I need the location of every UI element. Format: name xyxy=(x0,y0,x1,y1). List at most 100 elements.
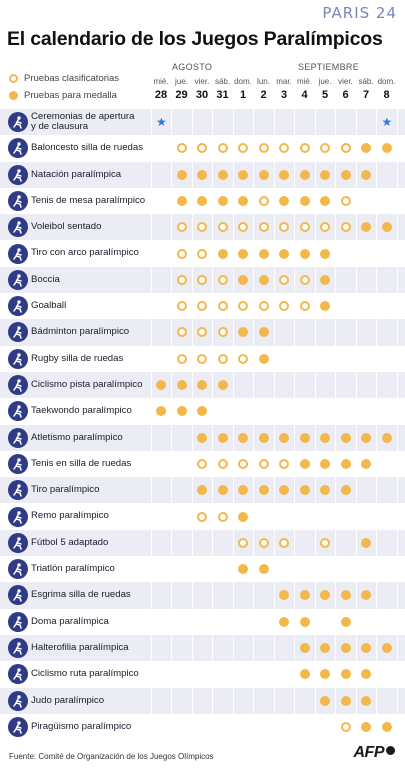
qualifying-event-marker xyxy=(320,222,330,233)
qualifying-event-marker xyxy=(197,274,207,285)
sport-row: Baloncesto silla de ruedas xyxy=(0,135,405,161)
medal-event-marker xyxy=(361,590,371,601)
medal-event-marker xyxy=(340,590,351,601)
medal-event-marker xyxy=(299,248,310,259)
qualifying-event-marker xyxy=(238,222,248,233)
sport-row: Tenis en silla de ruedas xyxy=(0,451,405,477)
medal-event-marker xyxy=(320,695,330,706)
qualifying-event-marker xyxy=(320,537,330,548)
medal-event-marker xyxy=(258,169,269,180)
medal-event-marker xyxy=(197,380,207,390)
medal-event-marker xyxy=(217,432,228,443)
medal-event-marker xyxy=(197,406,207,417)
sport-name: Tiro paralímpico xyxy=(31,484,100,496)
medal-event-marker xyxy=(217,248,228,259)
day-number-label: 28 xyxy=(154,89,168,101)
day-of-week-label: jue. xyxy=(318,77,332,86)
qualifying-event-marker xyxy=(340,721,351,732)
sport-name: Ceremonias de apertura y de clausura xyxy=(31,110,135,132)
legend-medal-label: Pruebas para medalla xyxy=(24,90,117,101)
medal-event-marker xyxy=(176,195,187,206)
sport-name: Remo paralímpico xyxy=(31,510,109,522)
medal-event-marker xyxy=(258,485,269,496)
ceremony-star-icon: ★ xyxy=(381,115,393,129)
day-of-week-label: mar. xyxy=(276,77,292,86)
day-number-label: 3 xyxy=(280,89,288,101)
boccia-icon xyxy=(8,269,28,290)
medal-event-marker xyxy=(156,380,166,390)
column-divider xyxy=(253,108,255,743)
medal-event-marker xyxy=(381,143,392,154)
medal-event-marker xyxy=(320,301,330,312)
qualifying-event-marker xyxy=(279,458,289,469)
medal-event-marker xyxy=(320,169,330,180)
medal-event-marker xyxy=(361,169,371,180)
equestrian-icon xyxy=(8,611,28,632)
qualifying-event-marker xyxy=(176,353,187,364)
sport-name: Judo paralímpico xyxy=(31,694,105,706)
qualifying-event-marker xyxy=(340,195,351,206)
medal-event-marker xyxy=(217,169,228,180)
medal-event-marker xyxy=(299,643,310,653)
day-number-label: 5 xyxy=(321,89,329,101)
medal-event-marker xyxy=(279,195,289,206)
medal-event-marker xyxy=(299,669,310,680)
sport-name: Voleibol sentado xyxy=(31,221,102,233)
medal-event-marker xyxy=(320,643,330,653)
medal-event-marker xyxy=(381,222,392,233)
medal-event-marker xyxy=(320,432,330,443)
afp-dot-icon xyxy=(386,745,395,755)
table-tennis-icon xyxy=(8,190,28,211)
column-divider xyxy=(335,108,337,743)
sport-row: Judo paralímpico xyxy=(0,687,405,714)
day-of-week-label: mié. xyxy=(153,77,169,86)
sport-row: Atletismo paralímpico xyxy=(0,424,405,451)
column-divider xyxy=(294,108,296,743)
medal-event-marker xyxy=(381,432,392,443)
rowing-icon xyxy=(8,506,28,527)
medal-event-marker xyxy=(361,695,371,706)
ceremony-icon xyxy=(8,112,28,132)
medal-event-marker xyxy=(156,406,166,417)
sport-row: Bádminton paralímpico xyxy=(0,319,405,346)
sport-row: Natación paralímpica xyxy=(0,161,405,188)
column-divider xyxy=(314,108,316,743)
legend-medal: Pruebas para medalla xyxy=(9,90,117,101)
medal-event-marker xyxy=(217,485,228,496)
sport-row: Tiro con arco paralímpico xyxy=(0,241,405,267)
sport-name: Tiro con arco paralímpico xyxy=(31,247,139,259)
day-number-label: 4 xyxy=(301,89,308,101)
qualifying-event-marker xyxy=(258,222,269,233)
medal-event-marker xyxy=(340,485,351,496)
sport-row: Esgrima silla de ruedas xyxy=(0,582,405,609)
column-divider xyxy=(171,108,173,743)
sport-row: Ciclismo pista paralímpico xyxy=(0,372,405,399)
medal-event-marker xyxy=(299,485,310,496)
medal-event-marker xyxy=(361,432,371,443)
sport-row: Boccia xyxy=(0,266,405,294)
medal-event-marker xyxy=(361,537,371,548)
qualifying-event-marker xyxy=(340,222,351,233)
medal-event-marker xyxy=(340,643,351,653)
filled-circle-icon xyxy=(9,91,18,100)
sport-row: Taekwondo paralímpico xyxy=(0,398,405,424)
triathlon-icon xyxy=(8,559,28,580)
taekwondo-icon xyxy=(8,401,28,422)
medal-event-marker xyxy=(258,248,269,259)
medal-event-marker xyxy=(238,485,248,496)
qualifying-event-marker xyxy=(279,274,289,285)
ceremony-star-icon: ★ xyxy=(156,115,167,129)
medal-event-marker xyxy=(340,458,351,469)
medal-event-marker xyxy=(238,169,248,180)
qualifying-event-marker xyxy=(279,537,289,548)
qualifying-event-marker xyxy=(217,353,228,364)
medal-event-marker xyxy=(238,511,248,522)
sport-name: Fútbol 5 adaptado xyxy=(31,536,109,548)
road-cycling-icon xyxy=(8,664,28,685)
qualifying-event-marker xyxy=(217,458,228,469)
medal-event-marker xyxy=(176,380,187,390)
qualifying-event-marker xyxy=(217,274,228,285)
qualifying-event-marker xyxy=(197,353,207,364)
column-divider xyxy=(396,108,398,743)
qualifying-event-marker xyxy=(176,143,187,154)
